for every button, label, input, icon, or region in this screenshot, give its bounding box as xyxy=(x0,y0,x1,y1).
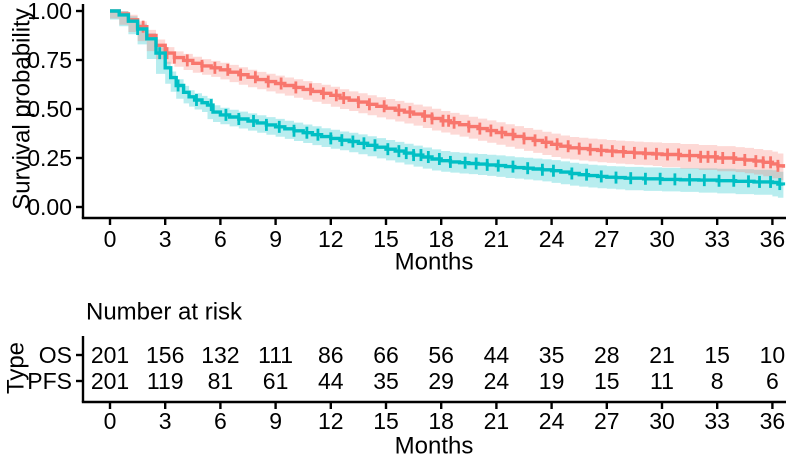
risk-x-tick-label: 24 xyxy=(539,408,565,434)
risk-count-os: 66 xyxy=(373,342,399,368)
y-tick-label: 0.25 xyxy=(27,145,72,171)
risk-count-pfs: 81 xyxy=(208,368,234,394)
risk-count-pfs: 19 xyxy=(539,368,565,394)
risk-count-os: 10 xyxy=(760,342,786,368)
risk-count-pfs: 61 xyxy=(263,368,289,394)
y-tick-label: 0.00 xyxy=(27,194,72,220)
risk-count-pfs: 44 xyxy=(318,368,344,394)
risk-count-os: 132 xyxy=(201,342,239,368)
risk-table-axis-title: Type xyxy=(3,342,30,394)
risk-count-os: 156 xyxy=(146,342,184,368)
risk-count-os: 28 xyxy=(594,342,620,368)
plot-axes: 0.000.250.500.751.000 3 6 9 12 15 18 21 24 27 30 33… xyxy=(27,0,786,434)
risk-count-os: 21 xyxy=(649,342,675,368)
risk-count-pfs: 35 xyxy=(373,368,399,394)
confidence-band-os xyxy=(110,11,784,181)
x-tick-label: 6 xyxy=(214,226,227,252)
risk-x-tick-label: 3 xyxy=(159,408,172,434)
y-axis-title: Survival probability xyxy=(9,8,36,209)
risk-x-axis-title: Months xyxy=(395,433,474,457)
risk-x-tick-label: 18 xyxy=(428,408,454,434)
risk-x-tick-label: 33 xyxy=(704,408,730,434)
risk-x-tick-label: 15 xyxy=(373,408,399,434)
x-tick-label: 30 xyxy=(649,226,675,252)
risk-x-tick-label: 9 xyxy=(269,408,282,434)
risk-table-title: Number at risk xyxy=(86,299,243,326)
risk-row-label-pfs: PFS xyxy=(27,368,72,394)
risk-count-os: 111 xyxy=(258,342,293,368)
risk-count-os: 201 xyxy=(91,342,129,368)
y-tick-label: 1.00 xyxy=(27,0,72,24)
x-tick-label: 27 xyxy=(594,226,620,252)
risk-x-tick-label: 12 xyxy=(318,408,344,434)
risk-x-tick-label: 0 xyxy=(104,408,117,434)
risk-x-tick-label: 36 xyxy=(760,408,786,434)
risk-x-tick-label: 27 xyxy=(594,408,620,434)
risk-count-os: 15 xyxy=(704,342,730,368)
risk-count-pfs: 29 xyxy=(428,368,454,394)
x-tick-label: 21 xyxy=(484,226,510,252)
y-tick-label: 0.75 xyxy=(27,47,72,73)
risk-count-os: 86 xyxy=(318,342,344,368)
survival-curves xyxy=(110,9,786,191)
risk-row-label-os: OS xyxy=(39,342,72,368)
risk-count-pfs: 119 xyxy=(147,368,184,394)
risk-count-pfs: 24 xyxy=(484,368,510,394)
x-tick-label: 33 xyxy=(704,226,730,252)
x-tick-label: 0 xyxy=(104,226,117,252)
risk-x-tick-label: 6 xyxy=(214,408,227,434)
risk-x-tick-label: 30 xyxy=(649,408,675,434)
x-tick-label: 12 xyxy=(318,226,344,252)
x-tick-label: 18 xyxy=(428,226,454,252)
risk-count-pfs: 15 xyxy=(594,368,620,394)
risk-count-pfs: 6 xyxy=(766,368,779,394)
x-tick-label: 36 xyxy=(760,226,786,252)
x-tick-label: 15 xyxy=(373,226,399,252)
y-tick-label: 0.50 xyxy=(27,96,72,122)
risk-count-os: 35 xyxy=(539,342,565,368)
x-tick-label: 9 xyxy=(269,226,282,252)
x-axis-title: Months xyxy=(395,249,474,276)
x-tick-label: 24 xyxy=(539,226,565,252)
x-tick-label: 3 xyxy=(159,226,172,252)
risk-count-os: 44 xyxy=(484,342,510,368)
risk-count-pfs: 11 xyxy=(650,368,674,394)
risk-x-tick-label: 21 xyxy=(484,408,510,434)
risk-count-pfs: 8 xyxy=(711,368,724,394)
risk-count-pfs: 201 xyxy=(91,368,129,394)
risk-count-os: 56 xyxy=(428,342,454,368)
